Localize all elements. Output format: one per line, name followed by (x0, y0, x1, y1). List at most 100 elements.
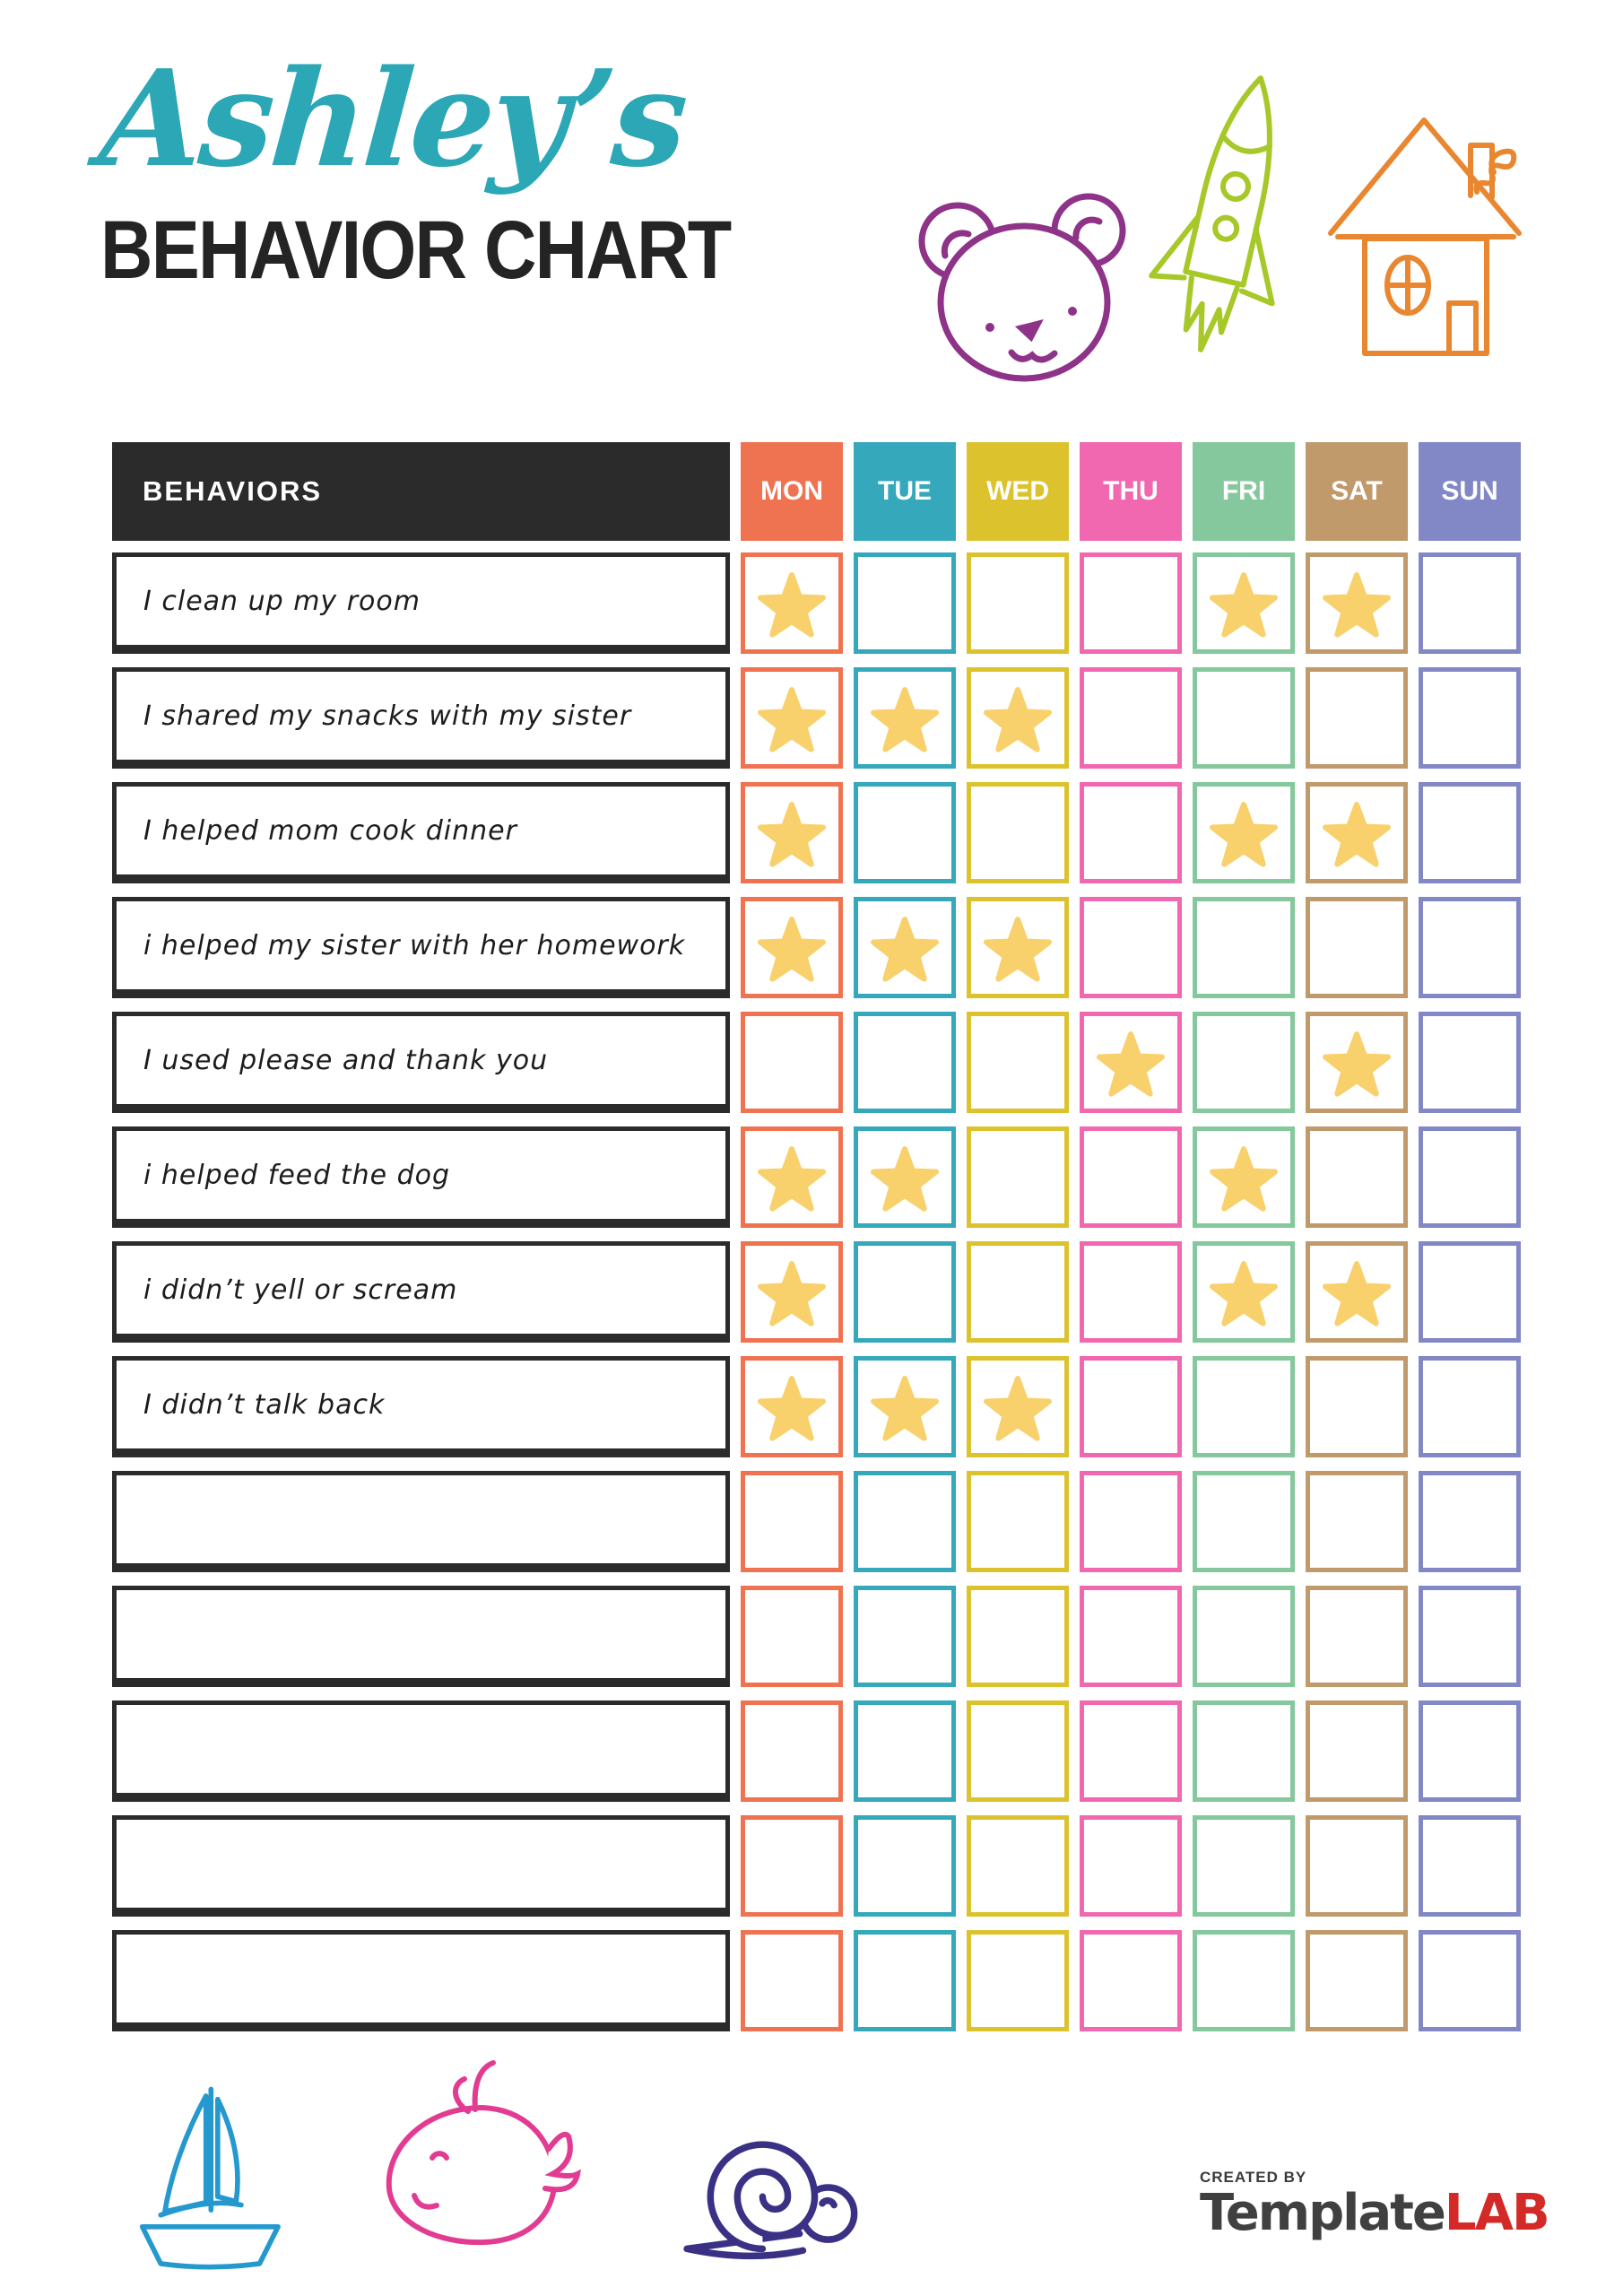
cell-wed-row-12 (967, 1815, 1069, 1917)
cell-wed-row-7 (967, 1241, 1069, 1343)
cell-sat-row-11 (1306, 1700, 1408, 1802)
cell-fri-row-3 (1193, 782, 1295, 883)
cell-wed-row-1 (967, 552, 1069, 654)
cell-sun-row-11 (1419, 1700, 1521, 1802)
cell-thu-row-3 (1080, 782, 1182, 883)
behavior-row-2: I shared my snacks with my sister (112, 667, 1521, 769)
day-header-sun: SUN (1419, 442, 1521, 541)
cell-mon-row-13 (741, 1930, 843, 2031)
house-icon (1318, 90, 1533, 381)
cell-tue-row-9 (854, 1471, 956, 1572)
cell-tue-row-1 (854, 552, 956, 654)
cell-thu-row-6 (1080, 1126, 1182, 1228)
rocket-icon (1120, 54, 1336, 381)
cell-sun-row-5 (1419, 1012, 1521, 1113)
cell-sun-row-10 (1419, 1586, 1521, 1687)
cell-mon-row-2 (741, 667, 843, 769)
behavior-label: I shared my snacks with my sister (112, 667, 730, 769)
cell-fri-row-2 (1193, 667, 1295, 769)
cell-sun-row-2 (1419, 667, 1521, 769)
star-icon (871, 1375, 939, 1441)
star-icon (1323, 1260, 1391, 1326)
cell-sun-row-8 (1419, 1356, 1521, 1457)
cell-fri-row-7 (1193, 1241, 1295, 1343)
day-header-fri: FRI (1193, 442, 1295, 541)
star-icon (758, 571, 826, 638)
cell-tue-row-7 (854, 1241, 956, 1343)
star-icon (1323, 1031, 1391, 1097)
star-icon (1210, 1260, 1278, 1326)
behavior-row-8: I didn’t talk back (112, 1356, 1521, 1457)
cell-sat-row-10 (1306, 1586, 1408, 1687)
cell-tue-row-4 (854, 897, 956, 998)
star-icon (758, 916, 826, 982)
star-icon (1323, 571, 1391, 638)
cell-sat-row-9 (1306, 1471, 1408, 1572)
cell-tue-row-5 (854, 1012, 956, 1113)
cell-sun-row-6 (1419, 1126, 1521, 1228)
cell-fri-row-4 (1193, 897, 1295, 998)
cell-mon-row-9 (741, 1471, 843, 1572)
behavior-label (112, 1930, 730, 2031)
cell-wed-row-10 (967, 1586, 1069, 1687)
star-icon (758, 1145, 826, 1212)
behavior-label: i helped my sister with her homework (112, 897, 730, 998)
cell-fri-row-5 (1193, 1012, 1295, 1113)
cell-thu-row-2 (1080, 667, 1182, 769)
star-icon (1097, 1031, 1165, 1097)
star-icon (758, 686, 826, 752)
cell-tue-row-2 (854, 667, 956, 769)
cell-thu-row-12 (1080, 1815, 1182, 1917)
cell-sat-row-13 (1306, 1930, 1408, 2031)
cell-fri-row-10 (1193, 1586, 1295, 1687)
cell-thu-row-5 (1080, 1012, 1182, 1113)
cell-mon-row-4 (741, 897, 843, 998)
cell-sat-row-4 (1306, 897, 1408, 998)
behavior-label: i didn’t yell or scream (112, 1241, 730, 1343)
cell-wed-row-11 (967, 1700, 1069, 1802)
cell-mon-row-3 (741, 782, 843, 883)
behavior-row-12 (112, 1815, 1521, 1917)
cell-fri-row-1 (1193, 552, 1295, 654)
cell-tue-row-6 (854, 1126, 956, 1228)
star-icon (984, 686, 1052, 752)
cell-mon-row-8 (741, 1356, 843, 1457)
star-icon (984, 916, 1052, 982)
cell-thu-row-10 (1080, 1586, 1182, 1687)
behavior-label (112, 1815, 730, 1917)
cell-sat-row-2 (1306, 667, 1408, 769)
cell-thu-row-11 (1080, 1700, 1182, 1802)
cell-mon-row-11 (741, 1700, 843, 1802)
cell-tue-row-10 (854, 1586, 956, 1687)
star-icon (871, 1145, 939, 1212)
behavior-label: I helped mom cook dinner (112, 782, 730, 883)
day-header-sat: SAT (1306, 442, 1408, 541)
behavior-label: I clean up my room (112, 552, 730, 654)
behaviors-column-header: BEHAVIORS (112, 442, 730, 541)
cell-wed-row-8 (967, 1356, 1069, 1457)
cell-thu-row-7 (1080, 1241, 1182, 1343)
cell-thu-row-9 (1080, 1471, 1182, 1572)
cell-fri-row-11 (1193, 1700, 1295, 1802)
behavior-row-10 (112, 1586, 1521, 1687)
cell-sat-row-8 (1306, 1356, 1408, 1457)
cell-fri-row-12 (1193, 1815, 1295, 1917)
brand-template: Template (1200, 2184, 1446, 2242)
cell-tue-row-3 (854, 782, 956, 883)
behavior-label (112, 1700, 730, 1802)
cell-sun-row-3 (1419, 782, 1521, 883)
cell-wed-row-4 (967, 897, 1069, 998)
cell-sun-row-1 (1419, 552, 1521, 654)
cell-sun-row-4 (1419, 897, 1521, 998)
cell-tue-row-13 (854, 1930, 956, 2031)
cell-fri-row-13 (1193, 1930, 1295, 2031)
cell-sun-row-13 (1419, 1930, 1521, 2031)
behavior-row-3: I helped mom cook dinner (112, 782, 1521, 883)
star-icon (758, 801, 826, 867)
cell-tue-row-12 (854, 1815, 956, 1917)
cell-thu-row-13 (1080, 1930, 1182, 2031)
cell-wed-row-13 (967, 1930, 1069, 2031)
star-icon (1323, 801, 1391, 867)
star-icon (758, 1375, 826, 1441)
